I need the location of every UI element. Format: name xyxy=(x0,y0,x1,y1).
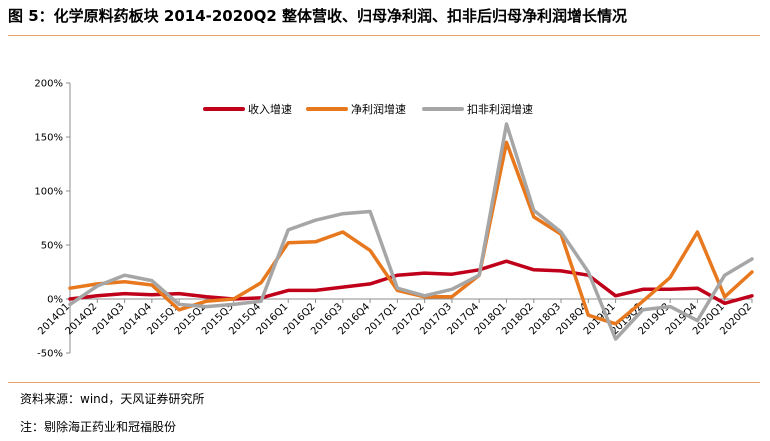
chart-legend: 收入增速 净利润增速 扣非利润增速 xyxy=(203,102,533,116)
exclusion-note: 注：剔除海正药业和冠福股份 xyxy=(20,420,177,434)
y-tick-label: 200% xyxy=(34,79,63,90)
source-note: 资料来源：wind，天风证券研究所 xyxy=(20,392,205,406)
y-tick-label: -50% xyxy=(37,349,63,360)
legend-label: 扣非利润增速 xyxy=(467,102,533,116)
footer-divider xyxy=(8,382,760,383)
series-line-0 xyxy=(68,259,754,306)
y-tick-label: 150% xyxy=(34,133,63,144)
series-lines xyxy=(68,122,754,341)
legend-label: 收入增速 xyxy=(248,102,292,116)
y-tick-label: 50% xyxy=(41,241,63,252)
y-tick-label: 0% xyxy=(47,295,63,306)
title-divider xyxy=(8,35,760,36)
legend-label: 净利润增速 xyxy=(351,102,406,116)
y-tick-label: 100% xyxy=(34,187,63,198)
chart-axes: -50%0%50%100%150%200%2014Q12014Q22014Q32… xyxy=(34,79,754,360)
line-chart: -50%0%50%100%150%200%2014Q12014Q22014Q32… xyxy=(34,79,754,360)
series-line-2 xyxy=(68,122,754,341)
figure-title: 图 5：化学原料药板块 2014-2020Q2 整体营收、归母净利润、扣非后归母… xyxy=(8,7,628,25)
